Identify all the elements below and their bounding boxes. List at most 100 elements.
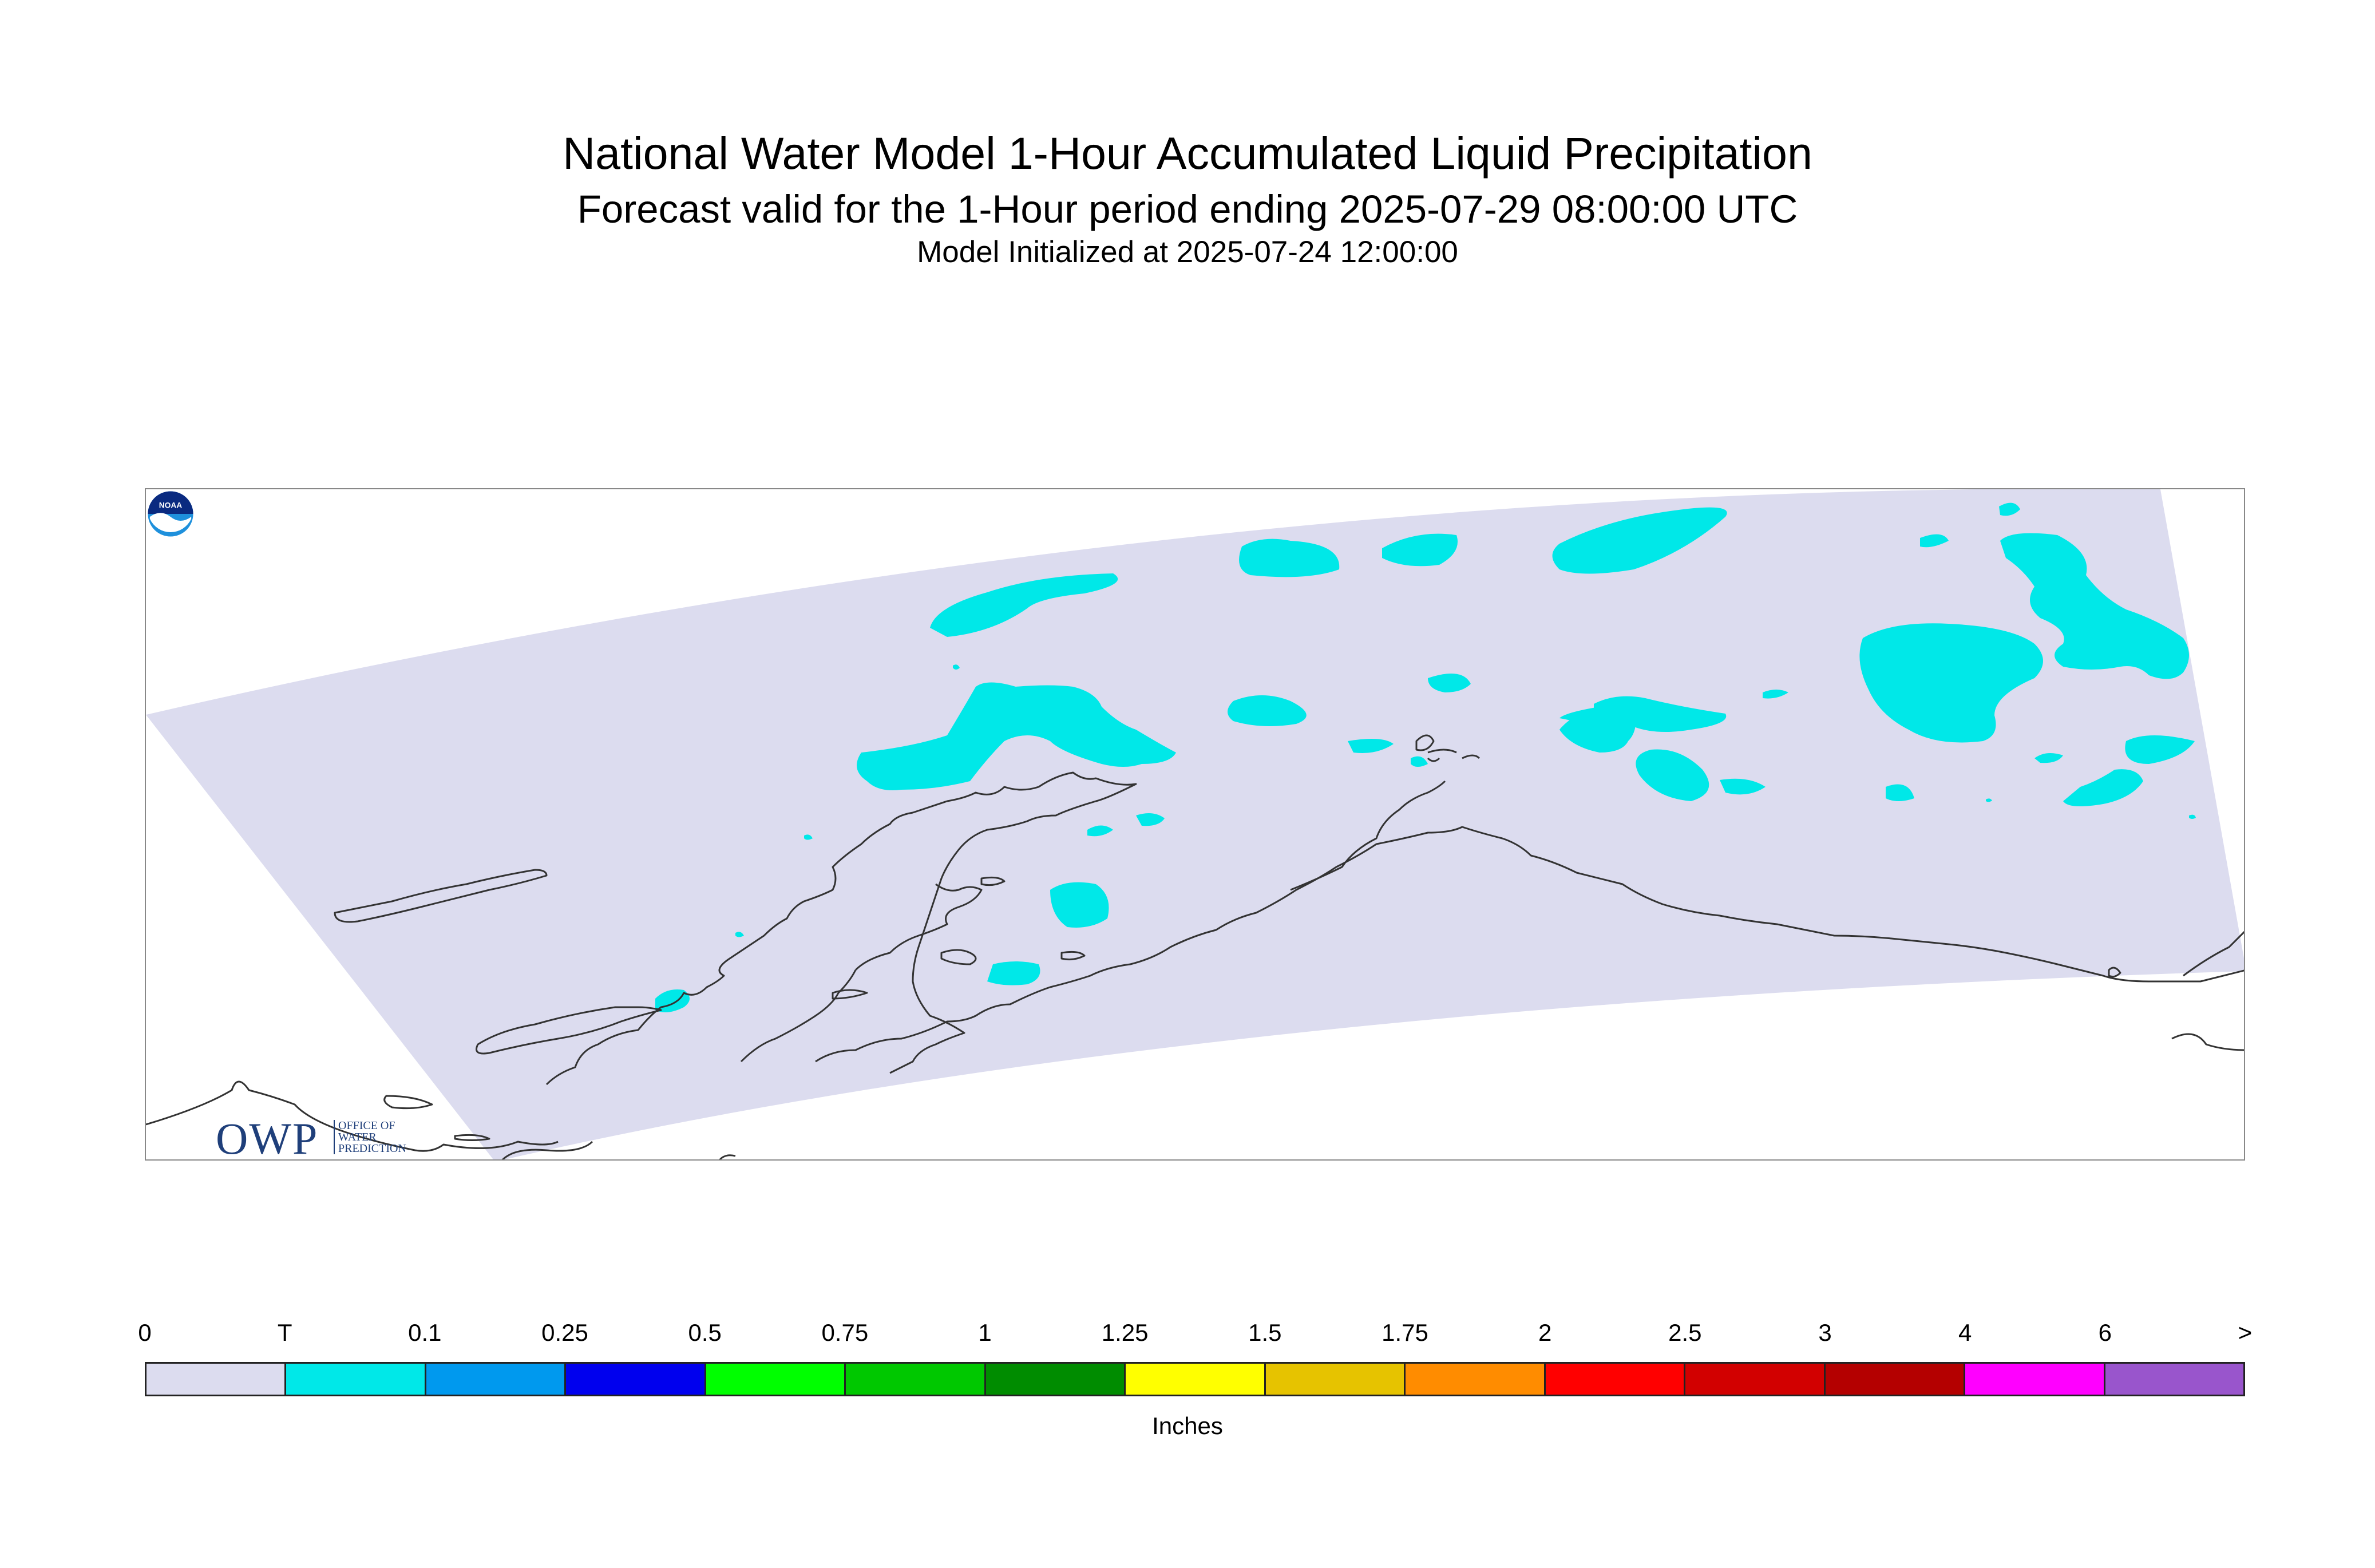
legend-swatch	[1406, 1364, 1546, 1395]
precip-area	[1999, 502, 2020, 516]
legend-swatch	[1545, 1364, 1686, 1395]
precip-area	[735, 932, 744, 937]
precip-area	[2034, 753, 2063, 763]
precipitation-map: OWP OFFICE OF WATER PREDICTION NOAA	[145, 488, 2245, 1161]
legend-swatch	[846, 1364, 986, 1395]
legend-tick-label: 1	[978, 1319, 992, 1346]
legend-swatch	[1685, 1364, 1826, 1395]
island-st-lawrence	[476, 1006, 662, 1055]
legend-tick-label: 4	[1958, 1319, 1972, 1346]
owp-logo-letters: OWP	[216, 1114, 319, 1161]
legend-swatch	[286, 1364, 426, 1395]
precip-area	[953, 664, 960, 670]
legend-swatch	[1825, 1364, 1966, 1395]
precip-area	[1050, 882, 1109, 928]
coastline-kenai	[1290, 780, 1446, 891]
island-small-4	[1415, 734, 1435, 751]
precip-area	[1552, 507, 1727, 574]
legend-swatch	[566, 1364, 706, 1395]
precip-area	[1763, 690, 1788, 699]
legend-tick-label: 6	[2098, 1319, 2112, 1346]
island-nunivak	[334, 869, 548, 923]
island-small-7	[1427, 757, 1440, 762]
island-kodiak	[940, 949, 977, 965]
island-small-2	[1060, 951, 1086, 961]
legend-swatch	[1965, 1364, 2105, 1395]
coastline-bristol-bay	[740, 969, 857, 1063]
legend-swatch	[147, 1364, 287, 1395]
precip-area	[930, 573, 1118, 637]
noaa-logo: NOAA	[148, 491, 193, 537]
map-title: National Water Model 1-Hour Accumulated …	[563, 128, 1812, 179]
precip-area	[1720, 778, 1766, 795]
legend-color-bar	[145, 1362, 2245, 1396]
legend-units: Inches	[1152, 1412, 1223, 1439]
precip-area	[2063, 769, 2143, 806]
model-domain	[146, 489, 2244, 1159]
legend-swatch	[985, 1364, 1126, 1395]
legend-swatch	[706, 1364, 846, 1395]
precip-area	[1239, 538, 1340, 577]
precip-area	[804, 834, 813, 840]
coastline-yukon-delta	[854, 883, 983, 971]
precip-area	[1886, 784, 1914, 801]
legend-tick-label: 1.25	[1101, 1319, 1149, 1346]
island-small-5	[1427, 749, 1457, 754]
precip-area	[1228, 695, 1307, 726]
coast-lower-left-island	[383, 1095, 433, 1110]
island-small-1	[980, 876, 1006, 886]
owp-logo-subtext: OFFICE OF WATER PREDICTION	[334, 1120, 407, 1154]
coast-lower-left-2	[454, 1134, 490, 1141]
legend-tick-label: T	[277, 1319, 292, 1346]
legend-swatch	[426, 1364, 567, 1395]
precip-area	[1594, 696, 1727, 732]
precip-area	[1859, 623, 2043, 743]
precip-area	[857, 682, 1176, 790]
coast-right-yukon-2	[2108, 967, 2121, 978]
precip-area	[2125, 735, 2195, 764]
legend-swatch	[1126, 1364, 1266, 1395]
precip-area	[1428, 674, 1471, 692]
legend-tick-label: 1.75	[1382, 1319, 1428, 1346]
owp-logo-line-1: OFFICE OF	[338, 1119, 395, 1132]
precip-area	[2189, 814, 2196, 819]
precip-area	[1411, 756, 1428, 767]
legend-tick-label: 3	[1818, 1319, 1832, 1346]
coastline-kuskokwim	[545, 771, 1137, 1086]
legend-tick-label: 2.5	[1668, 1319, 1702, 1346]
precip-area	[1986, 798, 1992, 802]
svg-text:NOAA: NOAA	[159, 501, 183, 510]
precip-area	[1136, 813, 1165, 826]
coastlines	[146, 734, 2244, 1159]
precip-area	[1920, 534, 1949, 548]
legend-tick-label: >	[2238, 1319, 2253, 1346]
coastline-mainland-alaska	[146, 1080, 736, 1159]
legend-tick-label: 0	[138, 1319, 152, 1346]
island-small-6	[1462, 754, 1481, 759]
owp-logo-line-2: WATER	[338, 1131, 377, 1143]
coast-lower-right	[2171, 1033, 2244, 1051]
precip-area	[1087, 825, 1113, 837]
legend-tick-label: 1.5	[1248, 1319, 1282, 1346]
legend-tick-label: 2	[1538, 1319, 1552, 1346]
legend-swatch	[1265, 1364, 1406, 1395]
precip-area	[987, 961, 1040, 985]
precip-area	[1382, 533, 1458, 567]
precip-area	[1348, 739, 1394, 753]
legend-tick-label: 0.1	[408, 1319, 442, 1346]
model-initialized-line: Model Initialized at 2025-07-24 12:00:00	[917, 235, 1458, 269]
legend-tick-label: 0.25	[541, 1319, 588, 1346]
owp-logo-line-3: PREDICTION	[338, 1142, 406, 1155]
legend-tick-label: 0.75	[821, 1319, 869, 1346]
map-canvas	[146, 489, 2244, 1159]
forecast-valid-subtitle: Forecast valid for the 1-Hour period end…	[577, 187, 1798, 231]
precip-area	[1636, 749, 1709, 801]
coast-right-yukon	[2183, 930, 2244, 977]
precip-area	[2000, 533, 2189, 679]
trace-precip-areas	[655, 502, 2196, 1012]
legend-swatch	[2105, 1364, 2244, 1395]
legend-tick-label: 0.5	[688, 1319, 722, 1346]
precip-area	[1559, 707, 1600, 730]
island-small-3	[832, 989, 868, 1000]
legend-tick-labels: 0 T 0.1 0.25 0.5 0.75 1 1.25 1.5 1.75 2 2.5 3 4 6 >	[138, 1319, 2252, 1353]
